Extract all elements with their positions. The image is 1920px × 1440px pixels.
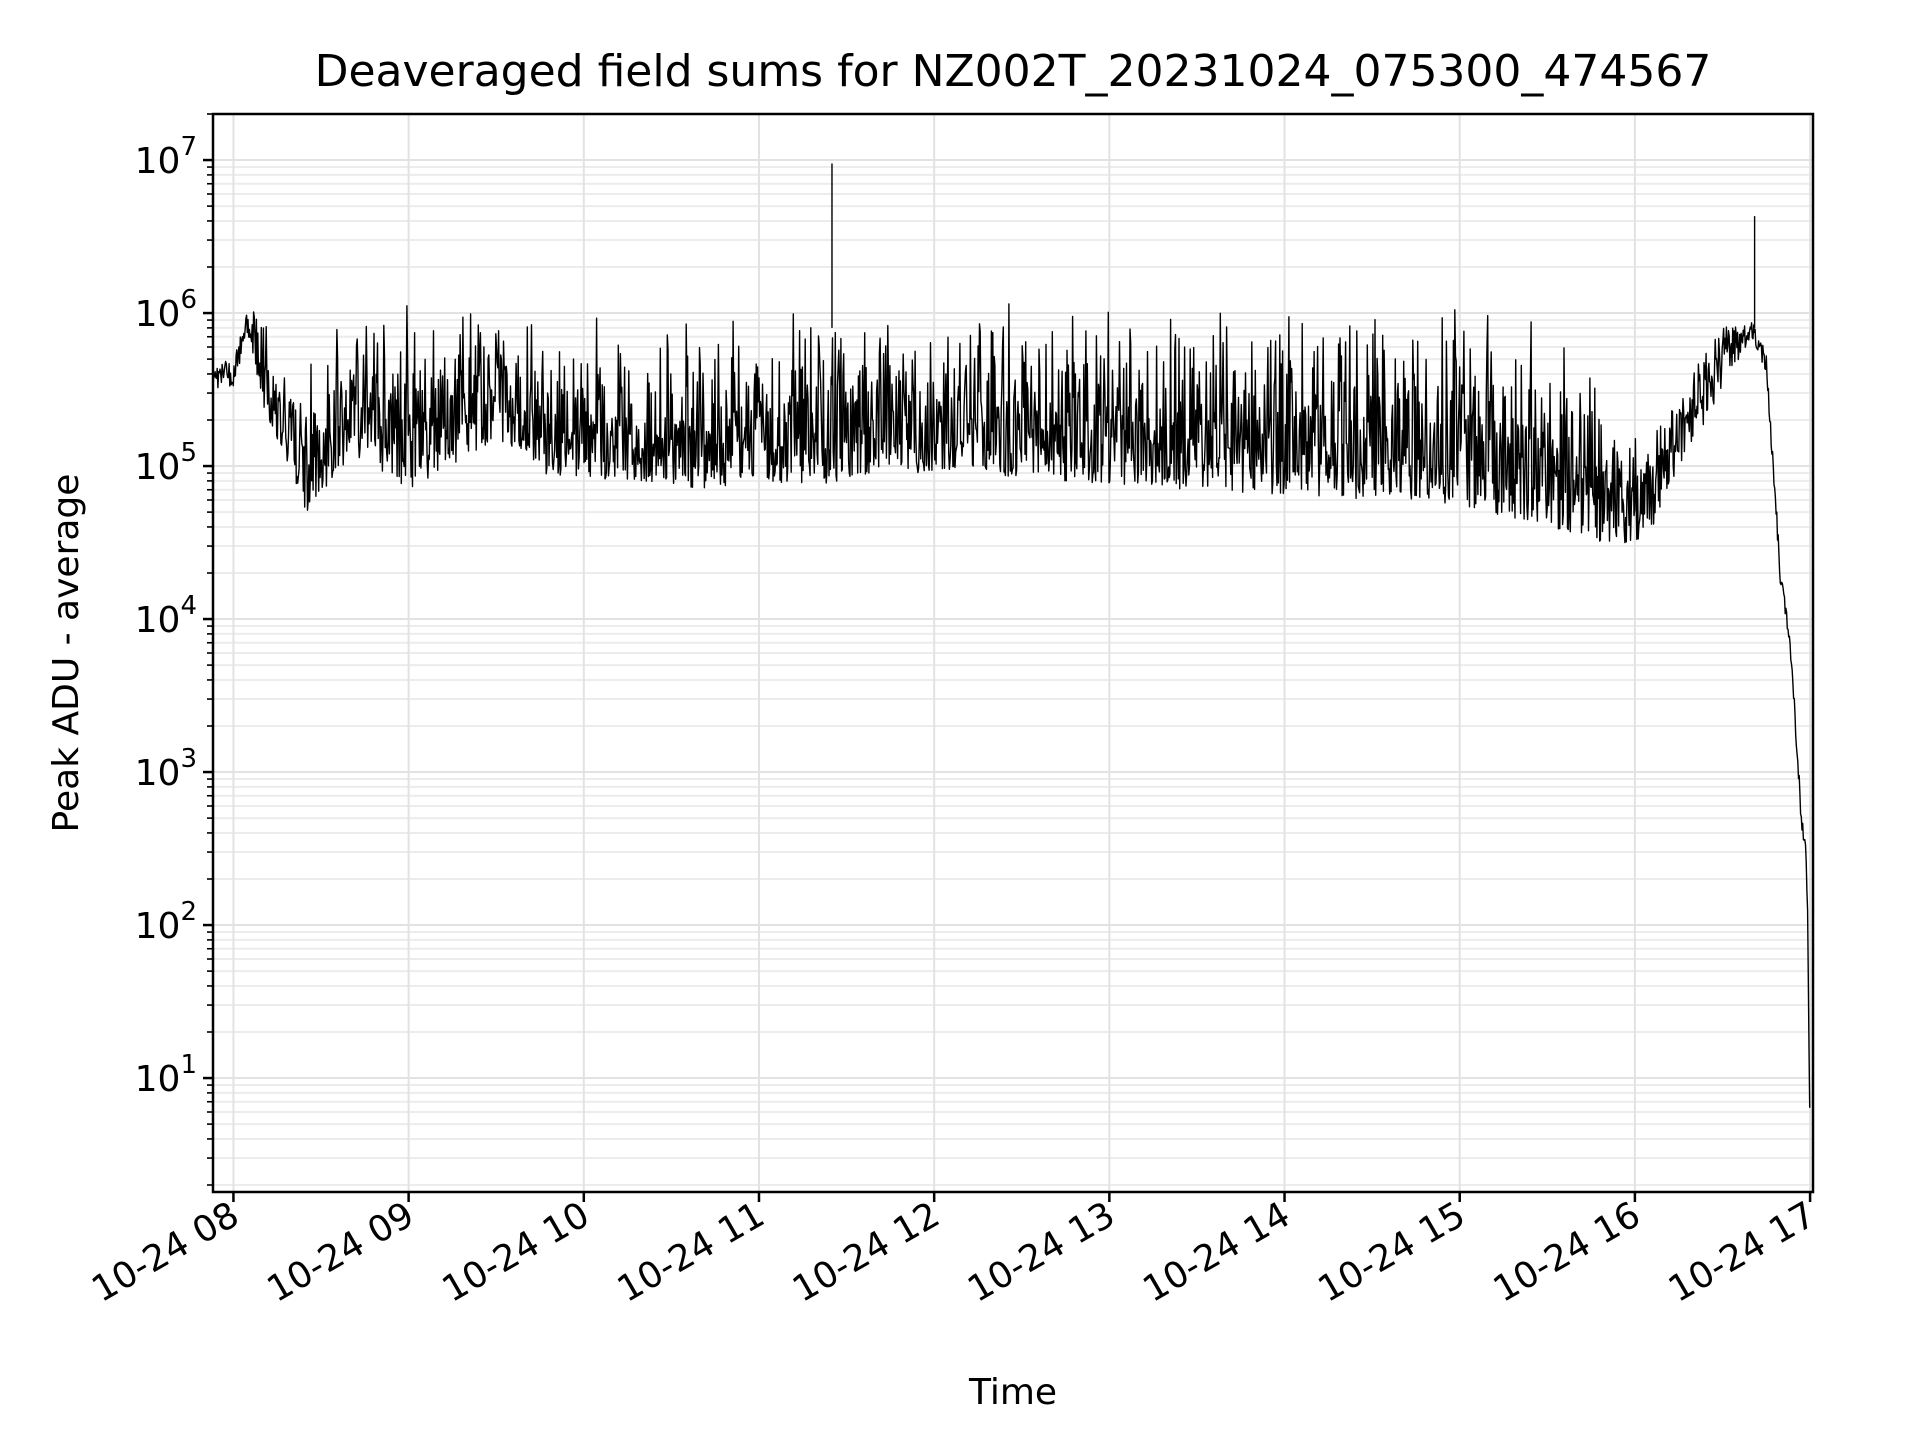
y-tick-exponent: 3: [180, 744, 197, 774]
series-line: [212, 303, 1811, 1108]
y-tick-base: 10: [135, 600, 181, 641]
axis-ticks: [203, 113, 1812, 1202]
y-tick-base: 10: [135, 294, 181, 335]
y-tick-exponent: 4: [180, 591, 197, 621]
y-tick-exponent: 2: [180, 897, 197, 927]
y-tick-exponent: 1: [180, 1050, 197, 1080]
y-tick-base: 10: [135, 753, 181, 794]
y-axis-label: Peak ADU - average: [46, 474, 87, 833]
y-tick-exponent: 7: [180, 132, 197, 162]
y-tick-base: 10: [135, 447, 181, 488]
series-line-group: [212, 163, 1811, 1108]
y-tick-exponent: 6: [180, 285, 197, 315]
y-tick-exponent: 5: [180, 438, 197, 468]
y-tick-label: 101: [135, 1050, 197, 1100]
y-tick-label: 102: [135, 897, 197, 947]
y-tick-label: 107: [135, 132, 197, 182]
y-tick-label: 103: [135, 744, 197, 794]
y-tick-base: 10: [135, 906, 181, 947]
y-tick-base: 10: [135, 141, 181, 182]
chart-title: Deaveraged field sums for NZ002T_2023102…: [315, 46, 1712, 97]
y-tick-label: 105: [135, 438, 197, 488]
x-axis-label: Time: [968, 1372, 1057, 1413]
y-tick-label: 104: [135, 591, 197, 641]
y-tick-label: 106: [135, 285, 197, 335]
y-tick-base: 10: [135, 1059, 181, 1100]
